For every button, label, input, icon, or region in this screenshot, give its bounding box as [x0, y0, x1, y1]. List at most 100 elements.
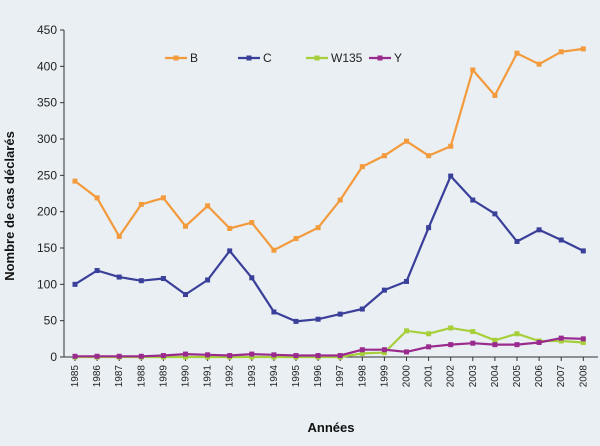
data-point-c	[293, 318, 299, 324]
data-point-c	[558, 237, 564, 243]
legend-item-w135: W135	[306, 51, 363, 65]
y-tick-label: 350	[37, 96, 57, 110]
x-tick-label: 2002	[446, 365, 457, 388]
series-layer	[72, 46, 586, 360]
legend-label: B	[190, 51, 198, 65]
legend-swatch-marker	[377, 55, 383, 61]
legend: B C W135 Y	[165, 51, 402, 65]
y-tick-label: 400	[37, 59, 57, 73]
data-point-c	[138, 278, 144, 284]
data-point-c	[448, 173, 454, 179]
series-line-w135	[75, 326, 584, 359]
data-point-b	[536, 61, 542, 67]
data-point-b	[580, 46, 586, 52]
series-line-b	[74, 47, 584, 252]
data-point-y	[94, 353, 100, 359]
data-point-y	[404, 349, 409, 355]
data-point-b	[94, 195, 100, 201]
data-point-b	[337, 197, 343, 203]
x-tick-label: 1992	[225, 365, 236, 388]
x-tick-label: 1998	[357, 365, 368, 388]
data-point-b	[492, 92, 498, 98]
data-point-y	[293, 353, 299, 359]
x-tick-label: 1990	[181, 365, 192, 388]
data-point-c	[514, 238, 520, 244]
data-point-b	[558, 49, 564, 55]
data-point-w135	[470, 329, 476, 335]
x-tick-label: 2003	[468, 365, 479, 388]
series-c	[72, 173, 586, 324]
x-tick-label: 1985	[70, 365, 81, 388]
data-point-w135	[448, 325, 454, 331]
legend-swatch-marker	[173, 55, 179, 61]
y-tick-label: 50	[44, 314, 58, 328]
data-point-b	[205, 203, 211, 209]
data-point-y	[492, 342, 498, 348]
x-tick-label: 1989	[158, 365, 169, 388]
legend-label: W135	[331, 51, 363, 65]
data-point-w135	[183, 354, 188, 360]
y-axis: 0 50 100 150 200 250 300 350 400 450	[37, 23, 65, 364]
legend-item-y: Y	[369, 51, 402, 65]
data-point-c	[337, 311, 343, 317]
x-tick-label: 1994	[269, 365, 280, 388]
legend-label: Y	[394, 51, 402, 65]
x-tick-label: 1986	[92, 365, 103, 388]
data-point-w135	[558, 338, 564, 344]
data-point-c	[116, 274, 122, 280]
data-point-c	[492, 211, 498, 217]
data-point-b	[293, 236, 299, 242]
data-point-b	[315, 225, 321, 231]
x-tick-label: 1988	[136, 365, 147, 388]
data-point-c	[426, 225, 432, 231]
y-tick-label: 100	[37, 277, 57, 291]
data-point-y	[72, 353, 78, 359]
data-point-w135	[580, 339, 586, 345]
data-point-w135	[359, 350, 365, 356]
data-point-y	[249, 351, 255, 357]
data-point-b	[359, 164, 365, 170]
data-point-b	[183, 223, 188, 229]
data-point-c	[381, 287, 387, 293]
legend-label: C	[263, 51, 272, 65]
data-point-b	[227, 225, 233, 231]
data-point-b	[381, 153, 387, 159]
data-point-b	[249, 220, 255, 226]
data-point-y	[514, 342, 520, 348]
data-point-c	[315, 316, 321, 322]
x-tick-label: 2006	[534, 365, 545, 388]
x-tick-label: 2005	[512, 365, 523, 388]
data-point-y	[536, 339, 542, 345]
data-point-b	[426, 153, 432, 159]
data-point-c	[205, 277, 211, 283]
x-tick-label: 1999	[379, 365, 390, 388]
data-point-y	[558, 335, 564, 341]
data-point-w135	[404, 328, 409, 334]
data-point-y	[337, 353, 343, 359]
x-tick-label: 1996	[313, 365, 324, 388]
legend-swatch-marker	[246, 55, 252, 61]
x-tick-label: 1995	[291, 365, 302, 388]
data-point-y	[470, 340, 476, 346]
data-point-y	[580, 336, 586, 342]
x-axis: 1985 1986 1987 1988 1989 1990 1991 1992 1993 1994…	[64, 356, 598, 388]
x-tick-label: 2001	[424, 365, 435, 388]
y-tick-label: 250	[37, 168, 57, 182]
legend-item-b: B	[165, 51, 198, 65]
x-tick-label: 2008	[578, 365, 589, 388]
legend-item-c: C	[238, 51, 272, 65]
data-point-c	[470, 197, 476, 203]
data-point-c	[580, 248, 586, 254]
series-line-y	[75, 337, 584, 358]
y-tick-label: 200	[37, 205, 57, 219]
series-b	[72, 46, 586, 253]
x-tick-label: 2007	[556, 365, 567, 388]
data-point-w135	[492, 337, 498, 343]
series-line-c	[74, 175, 584, 323]
y-tick-label: 150	[37, 241, 57, 255]
x-tick-label: 1991	[203, 365, 214, 388]
y-tick-label: 0	[50, 350, 57, 364]
series-w135	[72, 325, 586, 360]
data-point-c	[94, 268, 100, 274]
